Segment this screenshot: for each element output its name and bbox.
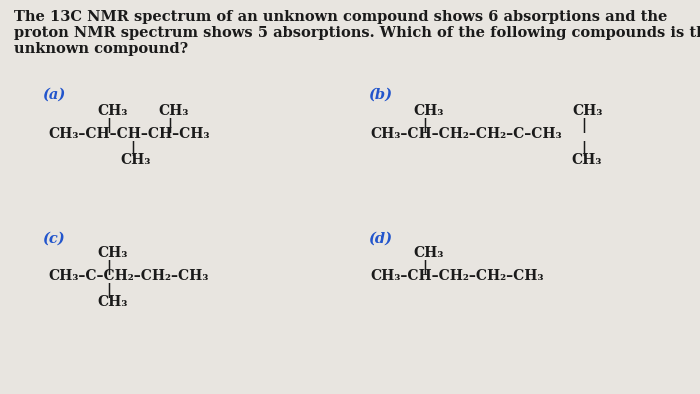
Text: CH₃–CH–CH₂–CH₂–C–CH₃: CH₃–CH–CH₂–CH₂–C–CH₃ <box>370 127 561 141</box>
Text: (b): (b) <box>368 88 392 102</box>
Text: (c): (c) <box>42 232 64 246</box>
Text: CH₃–CH–CH₂–CH₂–CH₃: CH₃–CH–CH₂–CH₂–CH₃ <box>370 269 543 283</box>
Text: |: | <box>422 118 427 133</box>
Text: |: | <box>581 118 586 133</box>
Text: |: | <box>106 283 111 298</box>
Text: CH₃: CH₃ <box>158 104 188 118</box>
Text: |: | <box>581 141 586 156</box>
Text: |: | <box>130 141 135 156</box>
Text: |: | <box>106 260 111 275</box>
Text: CH₃–C–CH₂–CH₂–CH₃: CH₃–C–CH₂–CH₂–CH₃ <box>48 269 209 283</box>
Text: (a): (a) <box>42 88 65 102</box>
Text: CH₃: CH₃ <box>97 295 127 309</box>
Text: (d): (d) <box>368 232 392 246</box>
Text: CH₃: CH₃ <box>572 104 603 118</box>
Text: CH₃: CH₃ <box>413 246 443 260</box>
Text: CH₃: CH₃ <box>571 153 601 167</box>
Text: CH₃: CH₃ <box>97 246 127 260</box>
Text: |: | <box>106 118 111 133</box>
Text: |: | <box>167 118 172 133</box>
Text: CH₃–CH–CH–CH–CH₃: CH₃–CH–CH–CH–CH₃ <box>48 127 209 141</box>
Text: CH₃: CH₃ <box>413 104 443 118</box>
Text: The 13C NMR spectrum of an unknown compound shows 6 absorptions and the
proton N: The 13C NMR spectrum of an unknown compo… <box>14 10 700 56</box>
Text: |: | <box>422 260 427 275</box>
Text: CH₃: CH₃ <box>97 104 127 118</box>
Text: CH₃: CH₃ <box>120 153 150 167</box>
